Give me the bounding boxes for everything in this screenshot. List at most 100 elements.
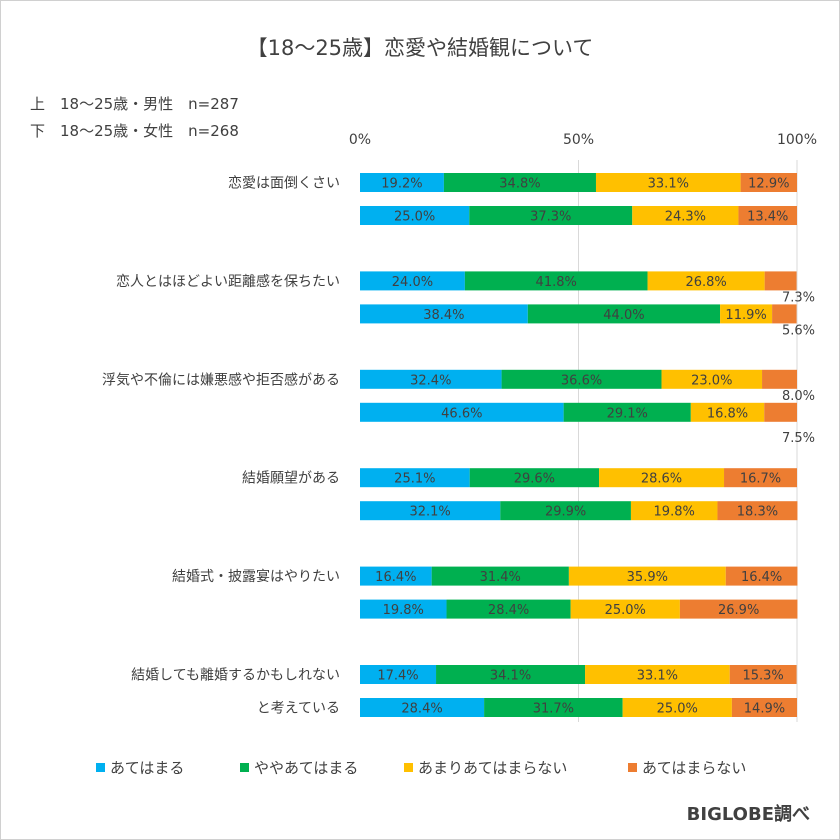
bar-0-0-not-at-all bbox=[740, 173, 797, 192]
value-label-0-0-somewhat-applies: 34.8% bbox=[499, 177, 540, 192]
value-label-4-0-somewhat-applies: 31.4% bbox=[480, 570, 521, 585]
bar-1-0-not-at-all bbox=[764, 271, 797, 291]
bar-2-0-applies bbox=[360, 369, 502, 389]
value-label-5-1-applies: 28.4% bbox=[401, 702, 442, 717]
bar-2-1-not-at-all bbox=[764, 402, 797, 422]
value-label-3-0-not-at-all: 16.7% bbox=[740, 472, 781, 487]
value-label-1-0-not-at-all: 7.3% bbox=[782, 290, 815, 305]
bar-0-0-somewhat-applies bbox=[443, 173, 596, 192]
category-label-0: 恋愛は面倒くさい bbox=[228, 175, 340, 192]
value-label-2-0-somewhat-applies: 36.6% bbox=[561, 373, 602, 388]
source-brand: BIGLOBE調べ bbox=[686, 804, 810, 825]
bar-5-1-applies bbox=[360, 698, 485, 717]
bar-5-1-not-really bbox=[622, 698, 732, 717]
bar-1-0-not-really bbox=[647, 271, 765, 291]
legend-label-not-really: あまりあてはまらない bbox=[418, 759, 567, 777]
note-male: 上 18〜25歳・男性 n=287 bbox=[30, 95, 239, 113]
value-label-3-1-not-really: 19.8% bbox=[654, 505, 695, 520]
bar-0-0-applies bbox=[360, 173, 444, 192]
value-label-2-1-applies: 46.6% bbox=[441, 406, 482, 421]
value-label-4-1-applies: 19.8% bbox=[383, 603, 424, 618]
value-label-0-1-somewhat-applies: 37.3% bbox=[530, 210, 571, 225]
bar-1-1-somewhat-applies bbox=[527, 304, 721, 324]
value-label-0-0-not-really: 33.1% bbox=[648, 177, 689, 192]
bar-1-1-applies bbox=[360, 304, 528, 324]
value-label-0-0-applies: 19.2% bbox=[381, 177, 422, 192]
bar-2-1-somewhat-applies bbox=[563, 402, 691, 422]
tick-label-100: 100% bbox=[777, 132, 817, 148]
legend-label-applies: あてはまる bbox=[110, 759, 184, 777]
bar-5-0-somewhat-applies bbox=[436, 665, 586, 684]
bar-0-0-not-really bbox=[595, 173, 741, 192]
bar-4-1-not-at-all bbox=[679, 599, 798, 619]
bar-0-1-applies bbox=[360, 206, 470, 225]
value-label-0-1-applies: 25.0% bbox=[394, 210, 435, 225]
bar-3-1-somewhat-applies bbox=[500, 501, 631, 521]
bar-4-0-applies bbox=[360, 566, 432, 586]
value-label-2-0-applies: 32.4% bbox=[410, 373, 451, 388]
category-label-4: 結婚式・披露宴はやりたい bbox=[172, 568, 340, 585]
value-label-1-1-not-really: 11.9% bbox=[725, 308, 766, 323]
value-label-3-0-not-really: 28.6% bbox=[641, 472, 682, 487]
bar-1-0-applies bbox=[360, 271, 465, 291]
value-label-5-1-not-at-all: 14.9% bbox=[744, 702, 785, 717]
value-label-3-1-applies: 32.1% bbox=[409, 505, 450, 520]
legend-swatch-applies bbox=[96, 763, 105, 772]
bar-1-0-somewhat-applies bbox=[464, 271, 648, 291]
bar-2-1-applies bbox=[360, 402, 564, 422]
bar-1-1-not-really bbox=[720, 304, 773, 324]
value-label-1-1-somewhat-applies: 44.0% bbox=[603, 308, 644, 323]
value-label-5-0-not-at-all: 15.3% bbox=[742, 669, 783, 684]
value-label-2-1-not-really: 16.8% bbox=[707, 406, 748, 421]
value-label-3-1-not-at-all: 18.3% bbox=[737, 505, 778, 520]
bar-4-1-somewhat-applies bbox=[446, 599, 571, 619]
bar-5-0-applies bbox=[360, 665, 437, 684]
value-label-0-0-not-at-all: 12.9% bbox=[748, 177, 789, 192]
value-label-5-0-not-really: 33.1% bbox=[637, 669, 678, 684]
value-label-0-1-not-really: 24.3% bbox=[665, 210, 706, 225]
bar-5-0-not-really bbox=[585, 665, 730, 684]
value-label-4-1-not-at-all: 26.9% bbox=[718, 603, 759, 618]
bar-4-0-not-really bbox=[568, 566, 726, 586]
bar-3-1-not-at-all bbox=[717, 501, 798, 521]
bar-5-1-somewhat-applies bbox=[484, 698, 623, 717]
bar-4-1-not-really bbox=[570, 599, 680, 619]
bar-2-0-somewhat-applies bbox=[501, 369, 662, 389]
legend-swatch-somewhat-applies bbox=[240, 763, 249, 772]
value-label-1-0-somewhat-applies: 41.8% bbox=[536, 275, 577, 290]
bar-0-1-not-at-all bbox=[738, 206, 797, 225]
value-label-4-1-somewhat-applies: 28.4% bbox=[488, 603, 529, 618]
bar-4-1-applies bbox=[360, 599, 447, 619]
tick-label-0: 0% bbox=[349, 132, 371, 148]
value-label-2-0-not-at-all: 8.0% bbox=[782, 389, 815, 404]
value-label-1-1-applies: 38.4% bbox=[423, 308, 464, 323]
value-label-4-0-not-really: 35.9% bbox=[627, 570, 668, 585]
bar-4-0-somewhat-applies bbox=[431, 566, 569, 586]
note-female: 下 18〜25歳・女性 n=268 bbox=[30, 122, 239, 140]
value-label-4-1-not-really: 25.0% bbox=[605, 603, 646, 618]
value-label-2-1-not-at-all: 7.5% bbox=[782, 431, 815, 446]
value-label-4-0-not-at-all: 16.4% bbox=[741, 570, 782, 585]
value-label-3-0-somewhat-applies: 29.6% bbox=[514, 472, 555, 487]
category-label-5-line-1: と考えている bbox=[257, 701, 340, 717]
bar-3-0-applies bbox=[360, 468, 470, 488]
chart-title: 【18〜25歳】恋愛や結婚観について bbox=[246, 36, 594, 60]
value-label-1-1-not-at-all: 5.6% bbox=[782, 323, 815, 338]
bar-0-1-somewhat-applies bbox=[469, 206, 633, 225]
value-label-5-0-somewhat-applies: 34.1% bbox=[490, 669, 531, 684]
bar-3-1-not-really bbox=[630, 501, 718, 521]
bar-3-0-not-really bbox=[599, 468, 725, 488]
bar-3-0-not-at-all bbox=[724, 468, 797, 488]
value-label-1-0-not-really: 26.8% bbox=[685, 275, 726, 290]
bar-3-1-applies bbox=[360, 501, 501, 521]
value-label-2-0-not-really: 23.0% bbox=[691, 373, 732, 388]
bar-2-0-not-really bbox=[661, 369, 763, 389]
bar-4-0-not-at-all bbox=[725, 566, 798, 586]
value-label-5-1-somewhat-applies: 31.7% bbox=[533, 702, 574, 717]
legend-label-not-at-all: あてはまらない bbox=[642, 759, 746, 777]
value-label-2-1-somewhat-applies: 29.1% bbox=[607, 406, 648, 421]
value-label-1-0-applies: 24.0% bbox=[392, 275, 433, 290]
category-label-2: 浮気や不倫には嫌悪感や拒否感がある bbox=[102, 371, 340, 388]
legend-swatch-not-really bbox=[404, 763, 413, 772]
